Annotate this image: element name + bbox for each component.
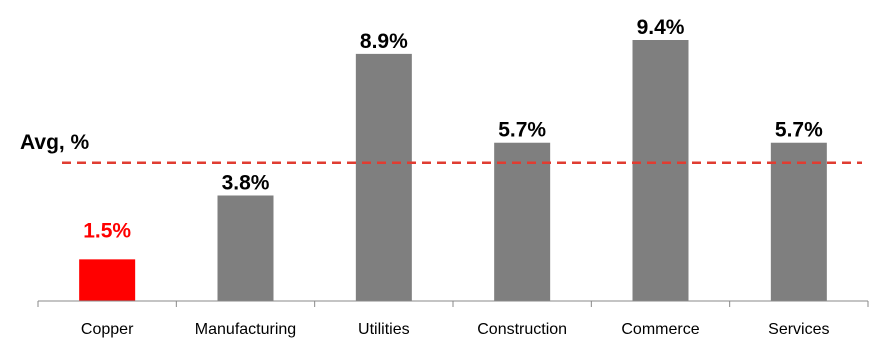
bar-services xyxy=(770,142,827,301)
value-label-commerce: 9.4% xyxy=(637,16,685,39)
tick-label-manufacturing: Manufacturing xyxy=(195,321,296,338)
bar-construction xyxy=(494,142,551,301)
average-label: Avg, % xyxy=(20,131,90,154)
tick-label-commerce: Commerce xyxy=(621,321,699,338)
value-label-construction: 5.7% xyxy=(498,119,546,142)
value-label-copper: 1.5% xyxy=(83,219,131,242)
bar-copper xyxy=(79,259,136,301)
value-labels-group: 1.5% 3.8% 8.9% 5.7% 9.4% 5.7% xyxy=(83,16,823,242)
bar-commerce xyxy=(632,40,689,301)
bars-group xyxy=(79,40,827,301)
value-label-manufacturing: 3.8% xyxy=(222,171,270,194)
tick-label-construction: Construction xyxy=(477,321,567,338)
x-axis-ticks xyxy=(37,301,869,307)
x-axis-tick-labels: Copper Manufacturing Utilities Construction… xyxy=(81,321,830,338)
bar-utilities xyxy=(355,53,412,301)
tick-label-copper: Copper xyxy=(81,321,134,338)
tick-label-services: Services xyxy=(768,321,829,338)
value-label-utilities: 8.9% xyxy=(360,30,408,53)
tick-label-utilities: Utilities xyxy=(358,321,410,338)
value-label-services: 5.7% xyxy=(775,119,823,142)
bar-manufacturing xyxy=(217,195,274,301)
